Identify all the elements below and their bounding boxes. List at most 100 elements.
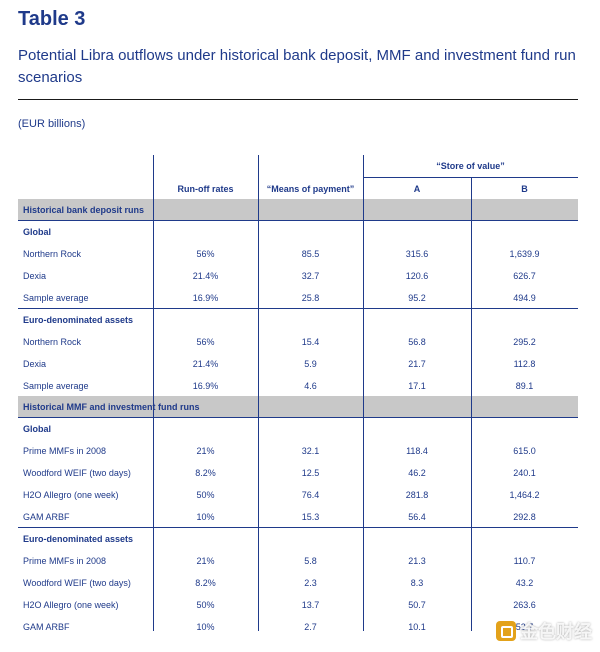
row-label: Dexia (23, 359, 47, 369)
cell-value: 626.7 (513, 271, 536, 281)
watermark: 金色财经 (496, 618, 592, 644)
cell-value: 56.4 (408, 512, 426, 522)
row-label: Prime MMFs in 2008 (23, 446, 107, 456)
cell-value: 15.4 (301, 337, 320, 347)
cell-value: 240.1 (513, 468, 536, 478)
cell-value: 21.4% (192, 359, 219, 369)
store-of-value-header: “Store of value” (436, 161, 505, 171)
cell-value: 50.7 (408, 600, 426, 610)
cell-value: 50% (196, 490, 215, 500)
cell-value: 2.3 (304, 578, 317, 588)
header-means-of-payment: “Means of payment” (266, 184, 355, 194)
cell-value: 263.6 (513, 600, 536, 610)
cell-value: 17.1 (408, 381, 426, 391)
cell-value: 56% (196, 249, 215, 259)
cell-value: 120.6 (405, 271, 429, 281)
cell-value: 615.0 (513, 446, 536, 456)
gold-square-logo-icon (496, 621, 516, 641)
section-band (18, 396, 578, 417)
cell-value: 13.7 (301, 600, 320, 610)
cell-value: 32.1 (301, 446, 320, 456)
section-label: Historical bank deposit runs (23, 205, 145, 215)
cell-value: 10% (196, 512, 215, 522)
cell-value: 32.7 (301, 271, 320, 281)
cell-value: 52.7 (515, 622, 534, 632)
cell-value: 95.2 (408, 293, 426, 303)
header-run-off-rates: Run-off rates (177, 184, 234, 194)
cell-value: 16.9% (192, 381, 219, 391)
section-band (18, 199, 578, 220)
group-line (18, 527, 578, 528)
cell-value: 43.2 (515, 578, 534, 588)
cell-value: 56% (196, 337, 215, 347)
section-label: Historical MMF and investment fund runs (23, 402, 200, 412)
cell-value: 8.2% (195, 578, 216, 588)
cell-value: 118.4 (406, 446, 428, 456)
column-divider (153, 155, 154, 631)
section-line (18, 220, 578, 221)
cell-value: 21.4% (192, 271, 219, 281)
cell-value: 85.5 (301, 249, 320, 259)
header-a: A (413, 184, 421, 194)
cell-value: 21% (196, 446, 215, 456)
cell-value: 16.9% (192, 293, 219, 303)
header-b: B (521, 184, 528, 194)
cell-value: 10.1 (408, 622, 426, 632)
table-title: Table 3 (18, 8, 86, 30)
unit-note: (EUR billions) (18, 118, 86, 130)
row-label: Dexia (23, 271, 47, 281)
cell-value: 10% (196, 622, 215, 632)
cell-value: 5.8 (304, 556, 317, 566)
cell-value: 292.8 (513, 512, 536, 522)
cell-value: 281.8 (405, 490, 429, 500)
header-line-top-store (363, 177, 578, 178)
cell-value: 25.8 (301, 293, 320, 303)
cell-value: 295.2 (513, 337, 536, 347)
group-label: Global (23, 227, 52, 237)
cell-value: 21% (196, 556, 215, 566)
column-divider (471, 177, 472, 631)
watermark-text: 金色财经 (520, 622, 592, 643)
group-label: Euro-denominated assets (23, 534, 134, 544)
table-subtitle: Potential Libra outflows under historica… (18, 47, 576, 86)
cell-value: 8.3 (410, 578, 424, 588)
row-label: Woodford WEIF (two days) (23, 468, 131, 478)
group-label: Euro-denominated assets (23, 315, 134, 325)
cell-value: 1,464.2 (509, 490, 540, 500)
row-label: GAM ARBF (23, 622, 70, 632)
cell-value: 15.3 (301, 512, 320, 522)
row-label: Woodford WEIF (two days) (23, 578, 131, 588)
cell-value: 89.1 (515, 381, 534, 391)
cell-value: 21.3 (408, 556, 426, 566)
cell-value: 5.9 (304, 359, 317, 369)
column-divider (363, 155, 364, 631)
cell-value: 2.7 (304, 622, 317, 632)
row-label: Prime MMFs in 2008 (23, 556, 107, 566)
cell-value: 50% (196, 600, 215, 610)
cell-value: 4.6 (304, 381, 317, 391)
title-rule (18, 99, 578, 100)
row-label: H2O Allegro (one week) (23, 600, 119, 610)
cell-value: 12.5 (301, 468, 320, 478)
cell-value: 1,639.9 (509, 249, 540, 259)
row-label: Sample average (23, 381, 89, 391)
cell-value: 315.6 (405, 249, 429, 259)
row-label: H2O Allegro (one week) (23, 490, 119, 500)
cell-value: 76.4 (301, 490, 320, 500)
cell-value: 112.8 (513, 359, 536, 369)
cell-value: 8.2% (195, 468, 216, 478)
row-label: Northern Rock (23, 249, 82, 259)
row-label: Sample average (23, 293, 89, 303)
cell-value: 494.9 (513, 293, 536, 303)
cell-value: 46.2 (408, 468, 426, 478)
group-line (18, 308, 578, 309)
section-line (18, 417, 578, 418)
column-divider (258, 155, 259, 631)
cell-value: 21.7 (408, 359, 426, 369)
group-label: Global (23, 424, 52, 434)
row-label: GAM ARBF (23, 512, 70, 522)
row-label: Northern Rock (23, 337, 82, 347)
cell-value: 110.7 (513, 556, 536, 566)
cell-value: 56.8 (408, 337, 426, 347)
